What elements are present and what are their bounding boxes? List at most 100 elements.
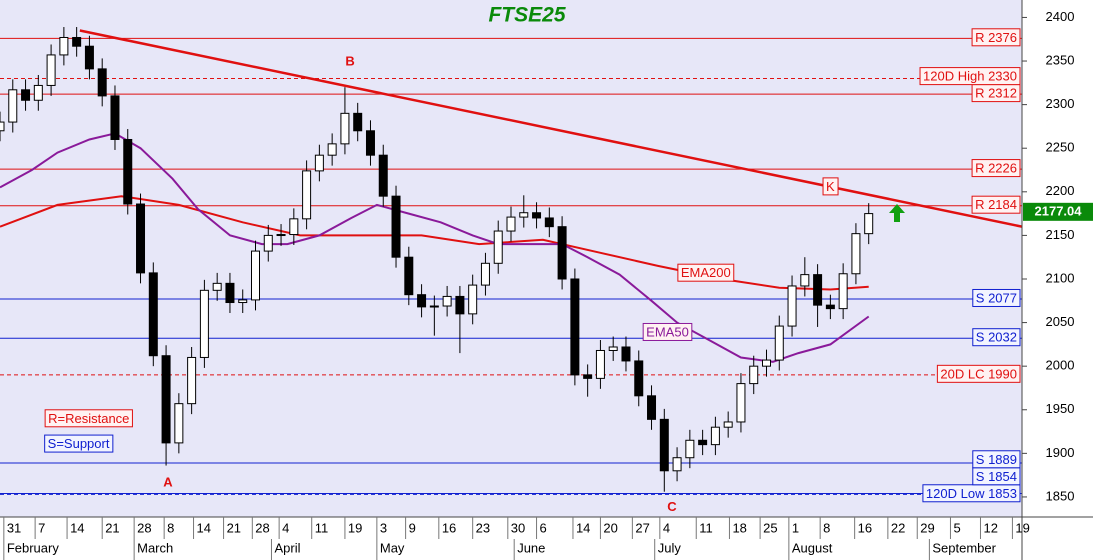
x-tick-label: 3 <box>380 520 387 535</box>
label-box <box>44 434 114 453</box>
candle-body <box>493 230 503 264</box>
candle-body <box>46 54 56 86</box>
month-label: June <box>517 540 545 555</box>
x-tick-label: 9 <box>409 520 416 535</box>
y-tick-label: 2200 <box>1046 183 1075 198</box>
month-label: July <box>658 540 682 555</box>
chart-title: FTSE25 <box>488 4 565 27</box>
label-box <box>642 322 693 341</box>
candle-body <box>187 356 197 405</box>
candle-body <box>455 295 465 315</box>
candle-body <box>621 346 631 362</box>
label-box <box>677 263 735 282</box>
x-tick-label: 16 <box>858 520 872 535</box>
level-label: S 2032 <box>976 330 1017 345</box>
y-tick-label: 2350 <box>1046 52 1075 67</box>
x-tick-label: 12 <box>983 520 997 535</box>
ema-line <box>0 132 870 363</box>
candle-body <box>544 217 554 228</box>
annotation: B <box>345 53 354 68</box>
y-tick-label: 2100 <box>1046 270 1075 285</box>
x-tick-label: 1 <box>792 520 799 535</box>
candle-body <box>519 212 529 218</box>
candle-body <box>838 273 848 310</box>
x-tick-label: 21 <box>227 520 241 535</box>
candle-body <box>251 250 260 301</box>
annotation: R=Resistance <box>48 411 129 426</box>
month-label: February <box>7 540 60 555</box>
candle-body <box>199 289 209 358</box>
candle-body <box>314 154 324 172</box>
level-label: S 1889 <box>976 452 1017 467</box>
candle-body <box>417 294 427 308</box>
candle-body <box>851 233 861 275</box>
y-tick-label: 2250 <box>1046 140 1075 155</box>
y-tick-label: 1900 <box>1046 445 1075 460</box>
plot-background <box>0 0 1022 517</box>
candle-body <box>864 213 874 235</box>
x-tick-label: 30 <box>511 520 525 535</box>
candle-body <box>557 226 567 280</box>
label-box <box>922 484 1021 503</box>
candle-body <box>263 234 273 252</box>
candle-body <box>762 359 771 367</box>
x-tick-label: 27 <box>635 520 649 535</box>
y-tick-label: 2150 <box>1046 227 1075 242</box>
label-box <box>822 177 839 196</box>
x-tick-label: 6 <box>540 520 547 535</box>
candle-body <box>787 285 797 327</box>
label-box <box>44 409 133 428</box>
candle-body <box>225 282 235 304</box>
annotation: A <box>163 474 173 489</box>
price-tag <box>1023 202 1093 221</box>
candle-body <box>378 154 388 197</box>
x-tick-label: 8 <box>167 520 174 535</box>
candle-body <box>161 355 171 444</box>
candle-body <box>289 218 299 236</box>
label-box <box>936 364 1021 383</box>
candle-body <box>365 130 375 156</box>
up-arrow <box>889 204 905 222</box>
candle-body <box>442 295 452 307</box>
x-tick-label: 19 <box>1015 520 1029 535</box>
candle-body <box>532 212 542 219</box>
candle-body <box>110 95 120 140</box>
level-label: R 2376 <box>975 30 1017 45</box>
candle-body <box>97 68 107 97</box>
level-label: S 1854 <box>976 469 1017 484</box>
candle-body <box>136 203 146 274</box>
candle-body <box>825 304 835 310</box>
axis-background <box>0 517 1022 560</box>
x-tick-label: 11 <box>315 520 329 535</box>
candle-body <box>0 121 5 132</box>
annotation: EMA50 <box>646 324 689 339</box>
candle-body <box>468 284 478 315</box>
candle-body <box>774 325 784 361</box>
candle-body <box>685 439 695 459</box>
annotation: S=Support <box>48 436 110 451</box>
month-label: March <box>137 540 173 555</box>
candle-body <box>710 426 720 446</box>
x-tick-label: 22 <box>891 520 905 535</box>
month-label: April <box>274 540 300 555</box>
x-tick-label: 29 <box>920 520 934 535</box>
trend-line <box>79 29 1022 228</box>
candle-body <box>647 395 657 420</box>
level-label: R 2312 <box>975 86 1017 101</box>
x-tick-label: 5 <box>953 520 960 535</box>
candle-body <box>595 349 605 379</box>
x-tick-label: 14 <box>576 520 590 535</box>
candle-body <box>570 278 580 376</box>
candle-body <box>327 143 337 156</box>
x-tick-label: 23 <box>476 520 490 535</box>
x-tick-label: 14 <box>197 520 211 535</box>
x-tick-label: 20 <box>603 520 617 535</box>
candle-body <box>506 216 516 232</box>
candle-body <box>84 45 94 70</box>
candle-body <box>353 112 363 132</box>
x-tick-label: 28 <box>137 520 151 535</box>
plot-area <box>0 27 1022 495</box>
month-label: August <box>792 540 833 555</box>
candle-body <box>302 170 312 220</box>
level-label: 20D LC 1990 <box>940 366 1017 381</box>
